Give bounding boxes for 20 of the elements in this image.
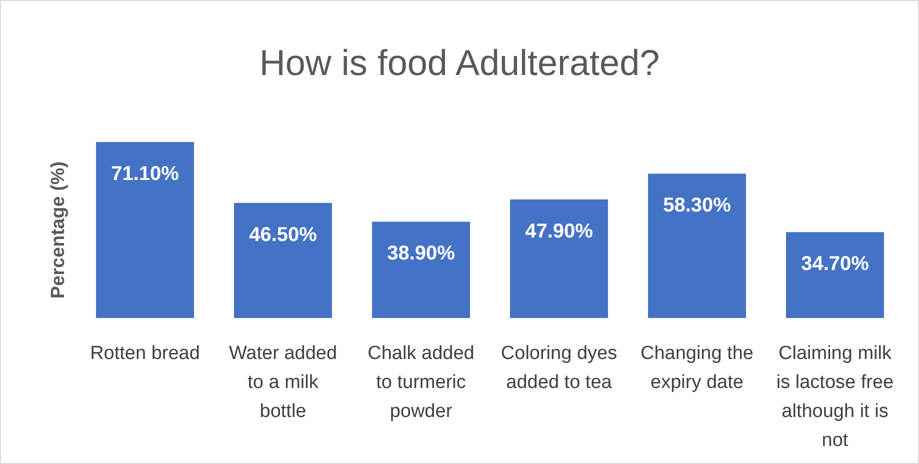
data-label: 38.90% — [387, 242, 456, 265]
x-tick-label: Coloring dyes added to tea — [500, 343, 618, 393]
data-label: 34.70% — [801, 253, 870, 276]
bar — [648, 174, 746, 318]
y-axis-title: Percentage (%) — [48, 161, 69, 299]
data-label: 46.50% — [249, 224, 318, 246]
x-tick-label: Water added to a milk bottle — [228, 343, 338, 422]
bar — [510, 199, 608, 318]
x-tick-label: Rotten bread — [90, 343, 200, 364]
data-label: 58.30% — [663, 194, 732, 217]
data-label: 47.90% — [525, 220, 594, 242]
bar — [234, 202, 332, 318]
bar — [372, 222, 470, 318]
data-label: 71.10% — [111, 163, 180, 185]
x-tick-label: Changing the expiry date — [640, 343, 754, 393]
x-tick-label: Claiming milk is lactose free although it is not — [776, 343, 894, 451]
x-tick-label: Chalk added to turmeric powder — [368, 343, 474, 422]
bar — [96, 142, 194, 318]
bar — [786, 232, 884, 318]
chart-title: How is food Adulterated? — [259, 42, 660, 83]
